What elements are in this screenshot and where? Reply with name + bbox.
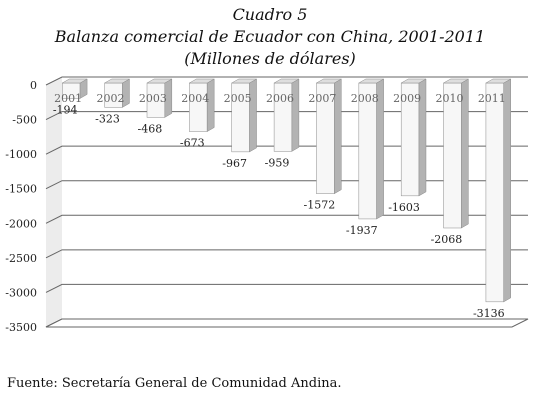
data-label: -673 — [180, 137, 205, 150]
data-label: -959 — [265, 156, 290, 169]
x-tick-label: 2001 — [54, 92, 82, 105]
gridline — [45, 76, 528, 86]
bar-top-2004 — [188, 78, 216, 84]
bar-2011 — [485, 82, 504, 303]
x-tick-label: 2003 — [139, 92, 167, 105]
y-tick-label: -1000 — [5, 148, 37, 161]
x-tick-label: 2011 — [478, 92, 506, 105]
y-tick-label: -3000 — [5, 286, 37, 299]
data-label: -967 — [222, 157, 247, 170]
bar-top-2011 — [484, 78, 512, 84]
bar-2004 — [189, 82, 208, 132]
x-tick-label: 2008 — [351, 92, 379, 105]
source-note: Fuente: Secretaría General de Comunidad … — [7, 376, 342, 391]
x-tick-label: 2004 — [181, 92, 209, 105]
x-tick-label: 2002 — [97, 92, 125, 105]
y-tick-label: -1500 — [5, 183, 37, 196]
bar-side-2005 — [249, 78, 257, 153]
x-tick-label: 2007 — [308, 92, 336, 105]
data-label: -3136 — [473, 307, 505, 320]
bar-top-2010 — [442, 78, 470, 84]
bar-chart: 0-500-1000-1500-2000-2500-3000-35002001-… — [5, 76, 529, 334]
chart-title-block: Cuadro 5 Balanza comercial de Ecuador co… — [0, 4, 540, 70]
data-label: -2068 — [431, 233, 463, 246]
x-tick-label: 2010 — [435, 92, 463, 105]
data-label: -194 — [53, 103, 78, 116]
y-tick-label: -500 — [12, 114, 37, 127]
bar-side-2011 — [503, 78, 511, 303]
floor — [45, 318, 529, 328]
gridline — [45, 249, 528, 259]
data-label: -1603 — [388, 201, 420, 214]
x-tick-label: 2009 — [393, 92, 421, 105]
data-label: -323 — [95, 112, 120, 125]
bar-top-2001 — [61, 78, 89, 84]
x-tick-label: 2005 — [224, 92, 252, 105]
x-tick-label: 2006 — [266, 92, 294, 105]
data-label: -1937 — [346, 224, 378, 237]
data-label: -468 — [138, 122, 163, 135]
bar-side-2004 — [206, 78, 215, 132]
y-tick-label: -3500 — [5, 321, 37, 334]
chart-units: (Millones de dólares) — [184, 49, 356, 68]
bar-top-2006 — [273, 78, 300, 84]
chart-title: Cuadro 5 — [232, 5, 308, 24]
bar-top-2008 — [357, 78, 385, 84]
chart-subtitle: Balanza comercial de Ecuador con China, … — [54, 27, 486, 46]
bar-top-2007 — [315, 78, 343, 84]
bar-top-2005 — [230, 78, 258, 84]
y-tick-label: -2000 — [5, 217, 37, 230]
gridline — [45, 283, 528, 293]
bar-side-2006 — [291, 78, 300, 152]
bar-top-2009 — [400, 78, 427, 84]
data-label: -1572 — [304, 199, 336, 212]
bar-top-2002 — [103, 78, 131, 84]
y-tick-label: 0 — [30, 79, 37, 92]
side-wall — [46, 77, 62, 327]
bar-top-2003 — [146, 78, 173, 84]
y-tick-label: -2500 — [5, 252, 37, 265]
